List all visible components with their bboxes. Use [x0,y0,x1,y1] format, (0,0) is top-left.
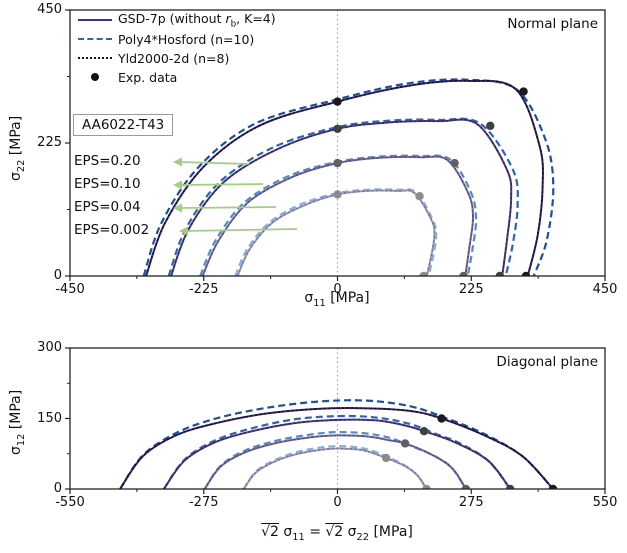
eps-label-004: EPS=0.04 [74,199,141,215]
eps-label-010: EPS=0.10 [74,176,141,192]
bottom-x-axis-label: √2 σ11 = √2 σ22 [MPa] [261,524,413,543]
eps-label-020: EPS=0.20 [74,153,141,169]
y-tick-label: 150 [37,410,62,426]
y-tick-label: 300 [37,340,62,355]
normal-plane-title: Normal plane [507,16,598,32]
poly4-hosford-curve-eps-0.04 [199,154,478,276]
exp-data-point [548,484,558,489]
eps-arrow-head [173,203,182,213]
yld2000-curve-eps-0.10 [170,118,513,276]
exp-data-point [333,97,342,106]
exp-data-point [381,453,391,463]
exp-data-point [415,192,424,201]
exp-data-point [333,124,342,134]
poly4-hosford-curve-eps-0.10 [162,414,512,489]
gsd7p-curve-eps-0.04 [203,434,467,489]
poly4-hosford-curve-eps-0.04 [203,430,467,489]
eps-arrow-line [179,183,264,186]
normal_plane-curves [142,78,555,276]
x-tick-label: 0 [333,495,342,510]
exp-data-point [450,158,459,168]
exp-data-point [422,484,431,489]
yld2000-curve-eps-0.20 [145,80,544,276]
legend-item-yld2000: Yld2000-2d (n=8) [78,49,229,67]
y-tick-label: 0 [53,268,62,283]
exp-data-point [333,190,342,199]
legend-label-exp-data: Exp. data [118,69,178,85]
poly4-hosford-curve-eps-0.20 [119,399,554,489]
material-label-box: AA6022-T43 [73,114,174,136]
diagonal-plane-title: Diagonal plane [496,354,598,370]
exp-data-point [437,414,446,423]
yld2000-curve-eps-0.002 [242,447,428,489]
eps-arrow-head [173,157,182,167]
yld2000-curve-eps-0.04 [201,155,474,276]
exp-data-point [419,271,428,276]
eps-label-0002: EPS=0.002 [74,222,150,238]
exp-data-point [419,426,429,436]
dotted-line-sample [78,57,112,59]
poly4-hosford-curve-eps-0.002 [234,188,438,276]
eps-arrow-head [173,180,182,190]
exp-data-point [486,121,495,131]
x-tick-label: -550 [55,495,85,510]
gsd7p-curve-eps-0.002 [236,189,436,276]
eps-arrow-line [179,161,250,165]
yld2000-curve-eps-0.04 [204,434,467,489]
yld2000-curve-eps-0.10 [163,418,511,489]
yld2000-curve-eps-0.002 [236,189,436,276]
poly4-hosford-curve-eps-0.002 [242,445,428,489]
legend-label-yld2000: Yld2000-2d (n=8) [118,50,230,66]
top-x-axis-label: σ11 [MPa] [304,290,370,309]
exp-dot-sample [78,73,112,81]
gsd7p-curve-eps-0.20 [145,79,544,276]
x-tick-label: 0 [333,282,342,297]
yld2000-curve-eps-0.20 [119,407,554,489]
x-tick-label: -275 [188,495,219,510]
y-tick-label: 450 [37,2,62,17]
gsd7p-curve-eps-0.002 [242,447,428,489]
legend-item-gsd7p: GSD-7p (without rb, K=4) [78,11,276,29]
legend-label-poly4: Poly4*Hosford (n=10) [118,31,255,47]
exp-data-point [333,158,342,168]
poly4-hosford-curve-eps-0.20 [142,78,555,276]
eps-arrow-line [185,228,298,232]
exp-data-point [521,271,531,276]
exp-data-point [400,439,410,448]
exp-data-point [519,87,528,96]
x-tick-label: -225 [188,282,219,297]
exp-data-point [505,484,515,489]
x-tick-label: 550 [592,495,618,510]
y-tick-label: 0 [53,481,62,496]
diagonal_plane-curves [119,399,558,489]
x-tick-label: -450 [55,282,85,297]
eps-arrow-head [179,226,188,236]
legend-item-exp-data: Exp. data [78,68,177,86]
dashed-line-sample [78,38,112,40]
exp-data-point [461,484,471,489]
exp-data-point [459,271,468,276]
x-tick-label: 275 [458,495,484,510]
x-tick-label: 450 [592,282,618,297]
legend-item-poly4: Poly4*Hosford (n=10) [78,30,254,48]
x-tick-label: 225 [458,282,484,297]
solid-line-sample [78,19,112,21]
y-tick-label: 225 [37,135,62,150]
gsd7p-curve-eps-0.10 [170,118,513,276]
eps-arrow-line [179,206,277,209]
poly4-hosford-curve-eps-0.10 [167,117,519,276]
legend-label-gsd7p: GSD-7p (without rb, K=4) [118,10,276,30]
exp-data-point [495,271,504,276]
